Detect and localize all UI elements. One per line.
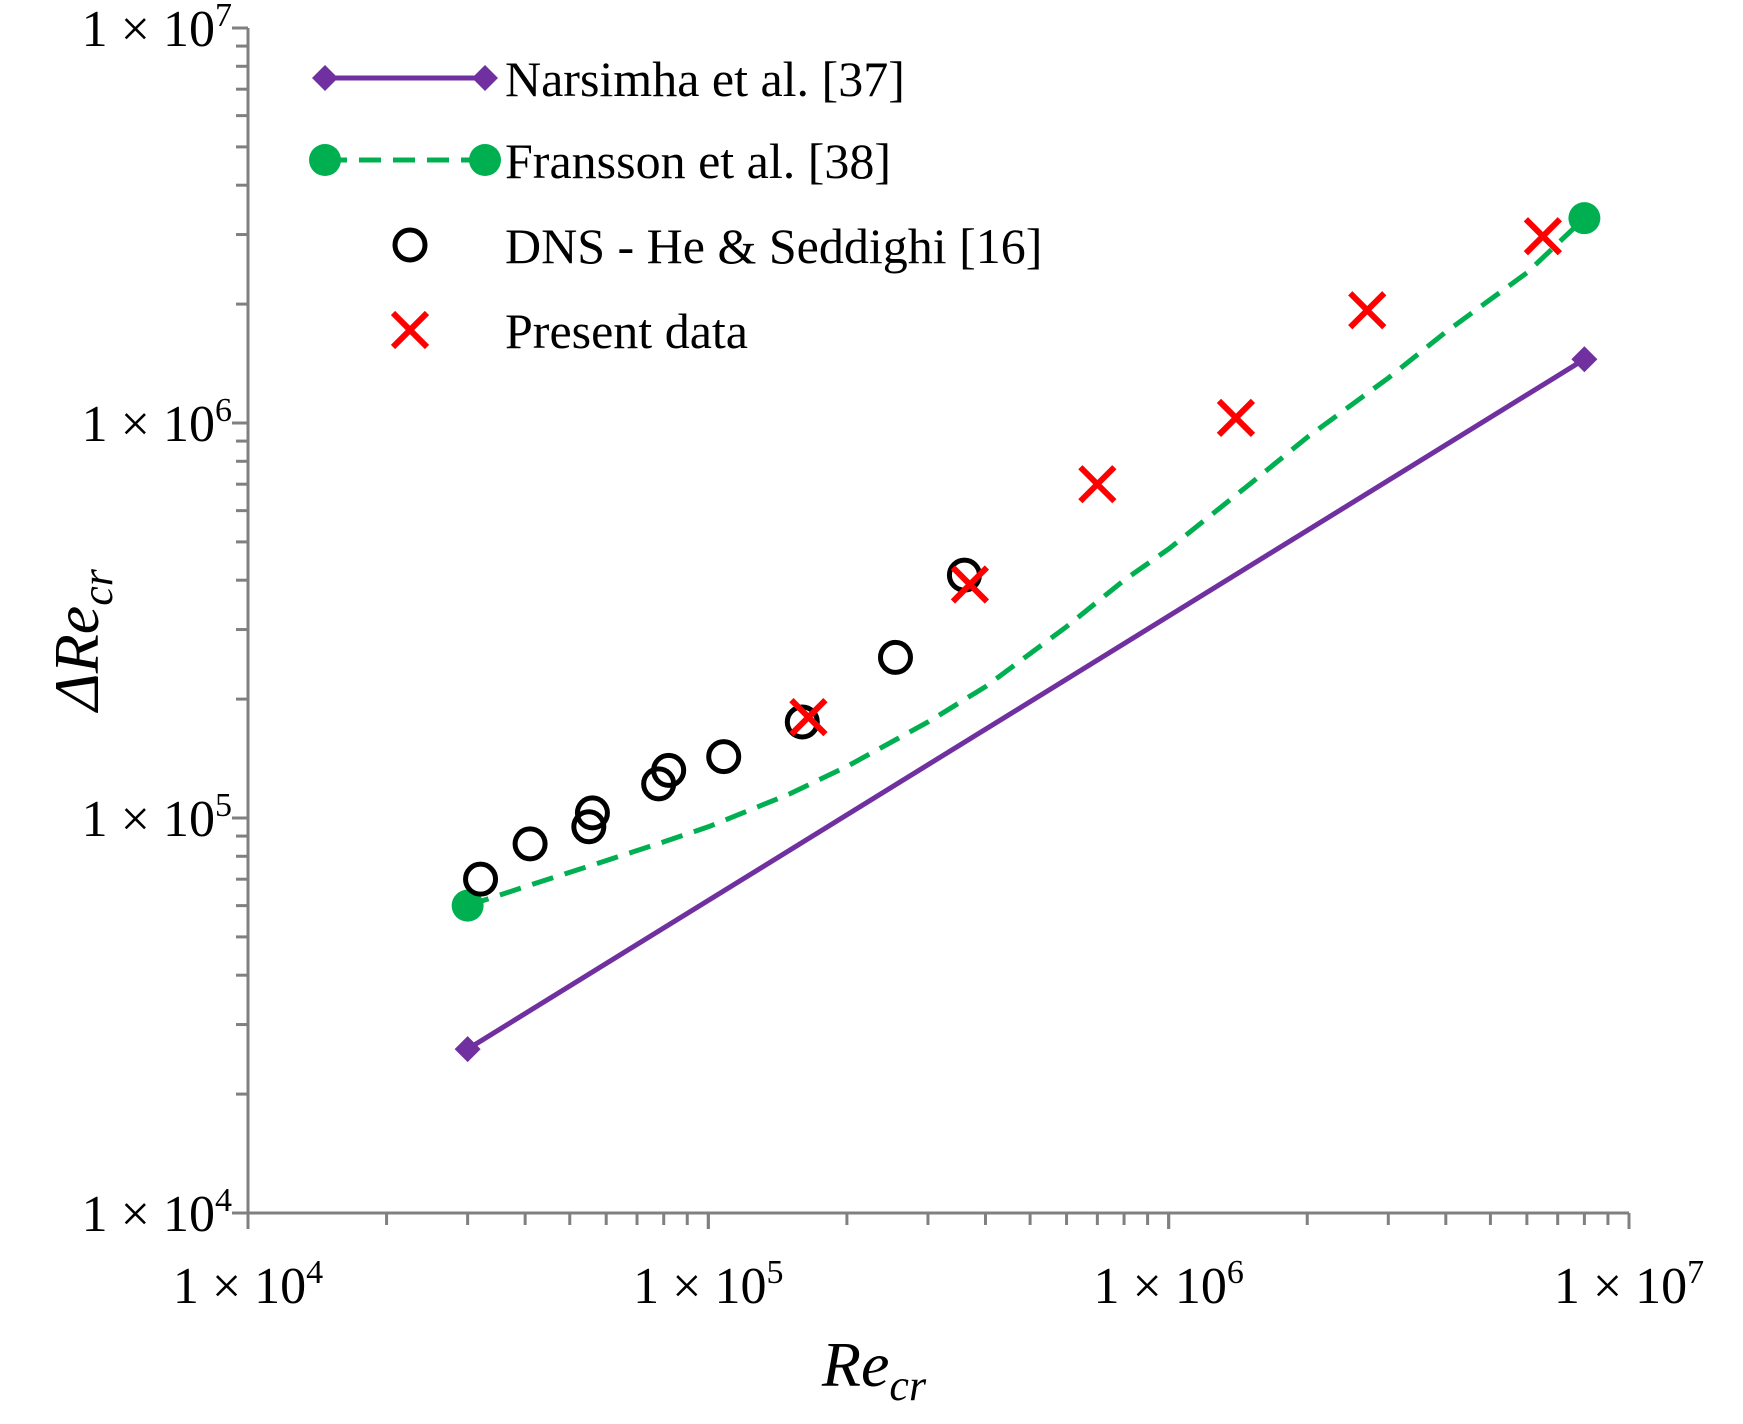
axes	[246, 28, 1629, 1215]
x-tick-label: 1 × 106	[1094, 1254, 1244, 1315]
legend: Narsimha et al. [37] Fransson et al. [38]…	[309, 51, 1042, 359]
y-tick-label: 1 × 106	[82, 392, 232, 453]
data-point	[512, 826, 548, 862]
x-marker-stroke	[1523, 217, 1562, 256]
data-point	[1523, 217, 1562, 256]
series-line	[466, 216, 1587, 908]
data-point	[1571, 346, 1598, 373]
legend-item: DNS - He & Seddighi [16]	[392, 218, 1042, 274]
data-point	[451, 889, 484, 922]
legend-swatch-marker	[469, 144, 501, 176]
data-point	[789, 698, 828, 737]
data-point	[706, 739, 742, 775]
legend-item: Present data	[390, 303, 748, 359]
x-marker-stroke	[950, 565, 990, 604]
series-1	[451, 202, 1601, 922]
tick-label-exponent: 7	[215, 0, 232, 34]
data-point	[1568, 202, 1601, 235]
legend-swatch-marker	[392, 227, 428, 263]
tick-label-base: 1 × 10	[1554, 1258, 1687, 1315]
tick-label-base: 1 × 10	[82, 1, 215, 58]
legend-swatch-marker	[312, 65, 338, 91]
series-3	[789, 217, 1562, 737]
tick-label-base: 1 × 10	[82, 1186, 215, 1243]
x-marker-stroke	[1348, 291, 1387, 330]
data-point	[950, 565, 990, 604]
tick-label-exponent: 5	[766, 1254, 783, 1291]
minor-ticks	[232, 26, 1631, 1229]
tick-label-exponent: 6	[215, 392, 232, 429]
x-tick-label: 1 × 104	[173, 1254, 323, 1315]
tick-label-exponent: 4	[215, 1182, 232, 1219]
tick-label-exponent: 6	[1227, 1254, 1244, 1291]
data-point	[1348, 291, 1387, 330]
tick-label-exponent: 5	[215, 787, 232, 824]
x-tick-label: 1 × 105	[633, 1254, 783, 1315]
data-point	[1216, 398, 1256, 438]
tick-label-base: 1 × 10	[82, 791, 215, 848]
y-tick-label: 1 × 104	[82, 1182, 232, 1243]
series-line	[466, 357, 1586, 1052]
y-axis-title: ΔRecr	[41, 568, 122, 714]
legend-item: Narsimha et al. [37]	[312, 51, 905, 107]
data-point	[877, 639, 913, 675]
series-0	[454, 346, 1598, 1063]
tick-label-base: 1 × 10	[82, 396, 215, 453]
data-point	[571, 809, 607, 845]
data-point	[454, 1036, 481, 1063]
data-point	[651, 752, 687, 788]
data-point	[574, 795, 610, 831]
legend-swatch-marker	[309, 144, 341, 176]
series-2	[463, 557, 982, 897]
y-tick-label: 1 × 107	[82, 0, 232, 58]
tick-label-base: 1 × 10	[1094, 1258, 1227, 1315]
x-marker-stroke	[789, 698, 828, 737]
legend-swatch-marker	[390, 310, 430, 350]
tick-label-base: 1 × 10	[633, 1258, 766, 1315]
x-marker-stroke	[390, 310, 430, 350]
legend-label: Present data	[505, 303, 748, 359]
legend-label: DNS - He & Seddighi [16]	[505, 218, 1042, 274]
legend-label: Narsimha et al. [37]	[505, 51, 905, 107]
x-axis-title: Recr	[821, 1329, 927, 1410]
tick-label-exponent: 7	[1687, 1254, 1704, 1291]
data-point	[1078, 465, 1117, 504]
legend-swatch-marker	[472, 65, 498, 91]
series-layer	[451, 202, 1601, 1063]
tick-label-exponent: 4	[306, 1254, 323, 1291]
x-marker-stroke	[1078, 465, 1117, 504]
x-marker-stroke	[1216, 398, 1256, 438]
tick-label-base: 1 × 10	[173, 1258, 306, 1315]
y-tick-label: 1 × 105	[82, 787, 232, 848]
legend-item: Fransson et al. [38]	[309, 133, 891, 189]
legend-label: Fransson et al. [38]	[505, 133, 891, 189]
x-tick-label: 1 × 107	[1554, 1254, 1704, 1315]
data-point	[463, 861, 499, 897]
